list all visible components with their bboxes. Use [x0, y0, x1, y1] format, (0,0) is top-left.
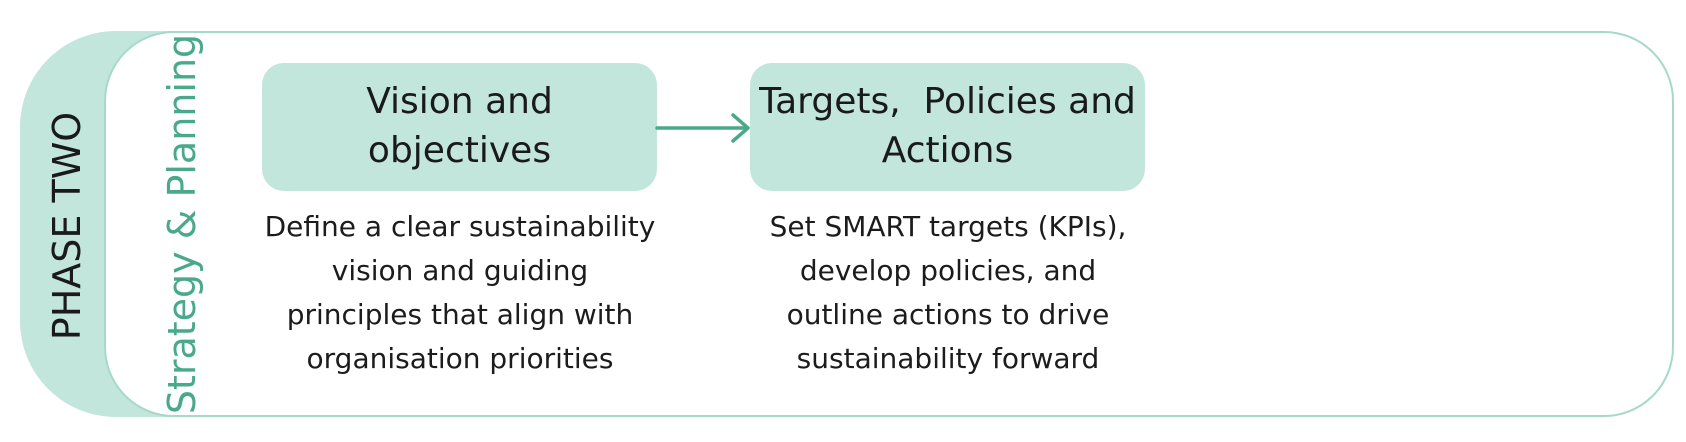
step-title-vision: Vision and objectives — [366, 81, 553, 171]
step-description-vision: Define a clear sustainability vision and… — [264, 210, 656, 375]
phase-label: PHASE TWO — [45, 111, 89, 341]
arrow-right-icon — [655, 113, 750, 143]
step-title-targets: Targets, Policies and Actions — [759, 81, 1148, 171]
stage-label: Strategy & Planning — [160, 33, 204, 415]
step-description-targets: Set SMART targets (KPIs), develop polici… — [769, 210, 1127, 375]
step-box-targets: Targets, Policies and Actions — [750, 63, 1145, 191]
step-box-vision: Vision and objectives — [262, 63, 657, 191]
arrow-head — [731, 113, 750, 143]
